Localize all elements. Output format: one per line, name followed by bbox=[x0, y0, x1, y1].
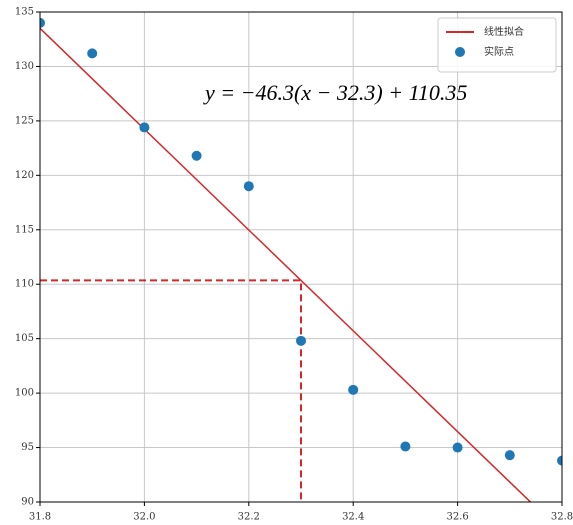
point bbox=[296, 335, 306, 346]
guide-line bbox=[40, 279, 302, 502]
y-tick-label: 90 bbox=[21, 497, 34, 508]
legend-label: 实际点 bbox=[484, 45, 514, 58]
legend-label: 线性拟合 bbox=[484, 25, 524, 38]
y-tick-label: 125 bbox=[15, 115, 34, 126]
point bbox=[87, 48, 98, 59]
x-tick-label: 32.2 bbox=[238, 512, 260, 523]
x-tick-label: 32.8 bbox=[551, 512, 573, 523]
point bbox=[557, 455, 562, 466]
point bbox=[243, 181, 254, 192]
x-tick-label: 32.6 bbox=[446, 512, 468, 523]
point bbox=[40, 17, 45, 28]
y-tick-label: 105 bbox=[15, 333, 34, 344]
y-tick-label: 120 bbox=[15, 170, 34, 181]
x-tick-label: 32.0 bbox=[133, 512, 155, 523]
point bbox=[504, 450, 515, 461]
legend-marker bbox=[455, 47, 465, 57]
point bbox=[400, 441, 411, 452]
y-tick-label: 110 bbox=[15, 279, 34, 290]
x-tick-label: 32.4 bbox=[342, 512, 364, 523]
plot-area bbox=[40, 17, 562, 502]
annotation: y = −46.3(x − 32.3) + 110.35 bbox=[203, 80, 467, 105]
fit-line bbox=[40, 27, 532, 502]
point bbox=[452, 442, 463, 453]
plot-frame bbox=[39, 11, 563, 503]
y-tick-label: 130 bbox=[15, 61, 34, 72]
x-tick-label: 31.8 bbox=[29, 512, 51, 523]
y-tick-label: 100 bbox=[15, 388, 34, 399]
y-tick-label: 95 bbox=[21, 442, 34, 453]
point bbox=[348, 384, 359, 395]
point bbox=[191, 150, 202, 161]
y-tick-label: 115 bbox=[15, 224, 34, 235]
y-tick-label: 135 bbox=[15, 7, 34, 18]
point bbox=[139, 122, 150, 133]
